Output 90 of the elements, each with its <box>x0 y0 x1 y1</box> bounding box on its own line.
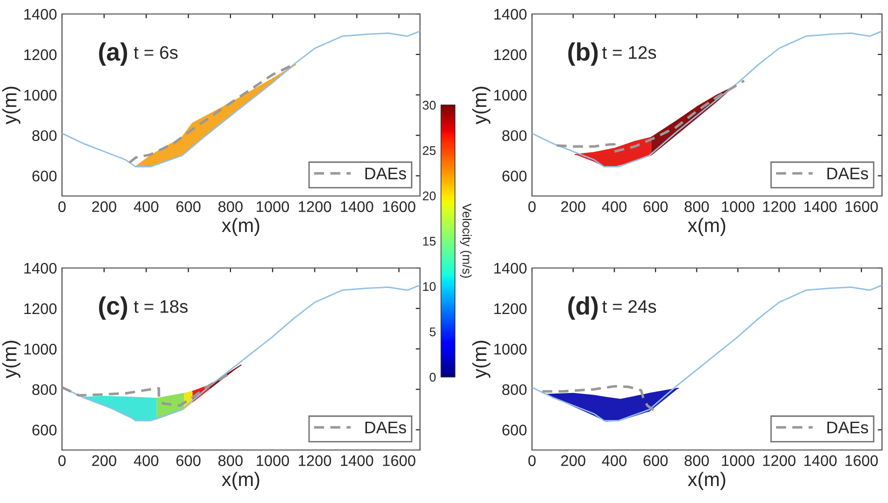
line-series <box>555 79 746 153</box>
x-tick-label: 400 <box>134 201 158 212</box>
x-tick-label: 1600 <box>383 455 416 466</box>
line-series <box>62 284 420 422</box>
y-tick-label: 1400 <box>24 8 57 20</box>
x-tick-label: 1400 <box>340 455 374 466</box>
x-axis-title: x(m) <box>222 218 260 236</box>
y-tick-label: 600 <box>502 424 527 436</box>
y-tick-label: 600 <box>32 170 57 182</box>
x-tick-label: 600 <box>644 201 668 212</box>
y-tick-label: 1200 <box>24 49 57 60</box>
x-tick-label: 0 <box>528 455 536 466</box>
x-tick-label: 200 <box>561 455 586 466</box>
x-axis-title: x(m) <box>222 472 260 490</box>
text: t = 18s <box>134 300 188 313</box>
x-tick-label: 1000 <box>722 455 754 466</box>
x-tick-label: 600 <box>176 201 200 212</box>
x-tick-label: 800 <box>218 455 243 466</box>
x-tick-label: 1000 <box>722 201 754 212</box>
color-bar-label: 25 <box>422 146 436 155</box>
x-tick-label: 1400 <box>804 201 837 212</box>
x-tick-label: 200 <box>561 201 586 212</box>
x-axis-title: x(m) <box>688 218 726 236</box>
text: t = 24s <box>602 300 656 313</box>
color-bar-label: 20 <box>422 191 436 200</box>
y-axis-title: y(m) <box>2 86 20 124</box>
x-tick-label: 1200 <box>763 201 796 212</box>
color-bar-label: 15 <box>423 236 436 246</box>
x-tick-label: 600 <box>644 455 668 466</box>
x-tick-label: 1200 <box>763 455 796 466</box>
y-tick-label: 1000 <box>24 90 57 101</box>
color-bar-label: 30 <box>422 100 436 110</box>
x-tick-label: 200 <box>92 201 116 212</box>
x-tick-label: 1600 <box>383 201 416 212</box>
x-tick-label: 1600 <box>846 455 878 466</box>
x-tick-label: 1600 <box>846 201 878 212</box>
y-tick-label: 1400 <box>24 262 57 274</box>
y-tick-label: 1400 <box>494 8 527 20</box>
y-tick-label: 1000 <box>494 90 527 101</box>
x-axis-title: x(m) <box>688 472 726 490</box>
x-tick-label: 0 <box>528 201 536 212</box>
text: (c) <box>99 296 128 320</box>
y-tick-label: 1200 <box>494 303 527 314</box>
text: (d) <box>568 296 598 320</box>
y-tick-label: 800 <box>502 384 527 396</box>
x-tick-label: 1400 <box>804 455 837 466</box>
x-tick-label: 400 <box>602 455 626 466</box>
line-series <box>541 385 657 413</box>
line-series <box>62 30 420 168</box>
legend-label: DAEs <box>827 168 868 180</box>
color-bar-label: 10 <box>423 282 436 291</box>
y-tick-label: 800 <box>32 384 57 396</box>
x-tick-label: 800 <box>218 201 243 212</box>
text: (a) <box>99 42 128 66</box>
legend-label: DAEs <box>827 422 868 434</box>
y-tick-label: 600 <box>502 170 527 182</box>
y-tick-label: 1200 <box>494 49 527 60</box>
y-axis-title: y(m) <box>472 86 490 124</box>
color-bar-label: 5 <box>430 328 436 336</box>
x-tick-label: 1400 <box>340 201 374 212</box>
x-tick-label: 800 <box>684 201 709 212</box>
x-tick-label: 400 <box>134 455 158 466</box>
color-bar-label: 0 <box>430 372 436 382</box>
x-tick-label: 800 <box>684 455 709 466</box>
y-tick-label: 1000 <box>24 344 57 355</box>
y-axis-title: y(m) <box>2 340 20 378</box>
y-tick-label: 800 <box>502 130 527 142</box>
x-tick-label: 0 <box>58 201 66 212</box>
text: (b) <box>568 42 598 66</box>
x-tick-label: 200 <box>92 455 116 466</box>
y-tick-label: 800 <box>32 130 57 142</box>
x-tick-label: 1000 <box>256 201 289 212</box>
color-bar-title: Velocity (m/s) <box>460 204 472 278</box>
line-series <box>532 284 882 422</box>
legend-label: DAEs <box>365 168 406 180</box>
x-tick-label: 0 <box>58 455 66 466</box>
text: t = 12s <box>602 46 656 59</box>
legend-label: DAEs <box>365 422 406 434</box>
y-tick-label: 1400 <box>494 262 527 274</box>
x-tick-label: 1000 <box>256 455 289 466</box>
x-tick-label: 600 <box>176 455 200 466</box>
y-tick-label: 1200 <box>24 303 57 314</box>
x-tick-label: 400 <box>602 201 626 212</box>
y-tick-label: 600 <box>32 424 57 436</box>
line-series <box>532 30 882 168</box>
y-axis-title: y(m) <box>472 340 490 378</box>
x-tick-label: 1200 <box>298 455 332 466</box>
text: t = 6s <box>134 46 178 59</box>
x-tick-label: 1200 <box>298 201 332 212</box>
y-tick-label: 1000 <box>494 344 527 355</box>
